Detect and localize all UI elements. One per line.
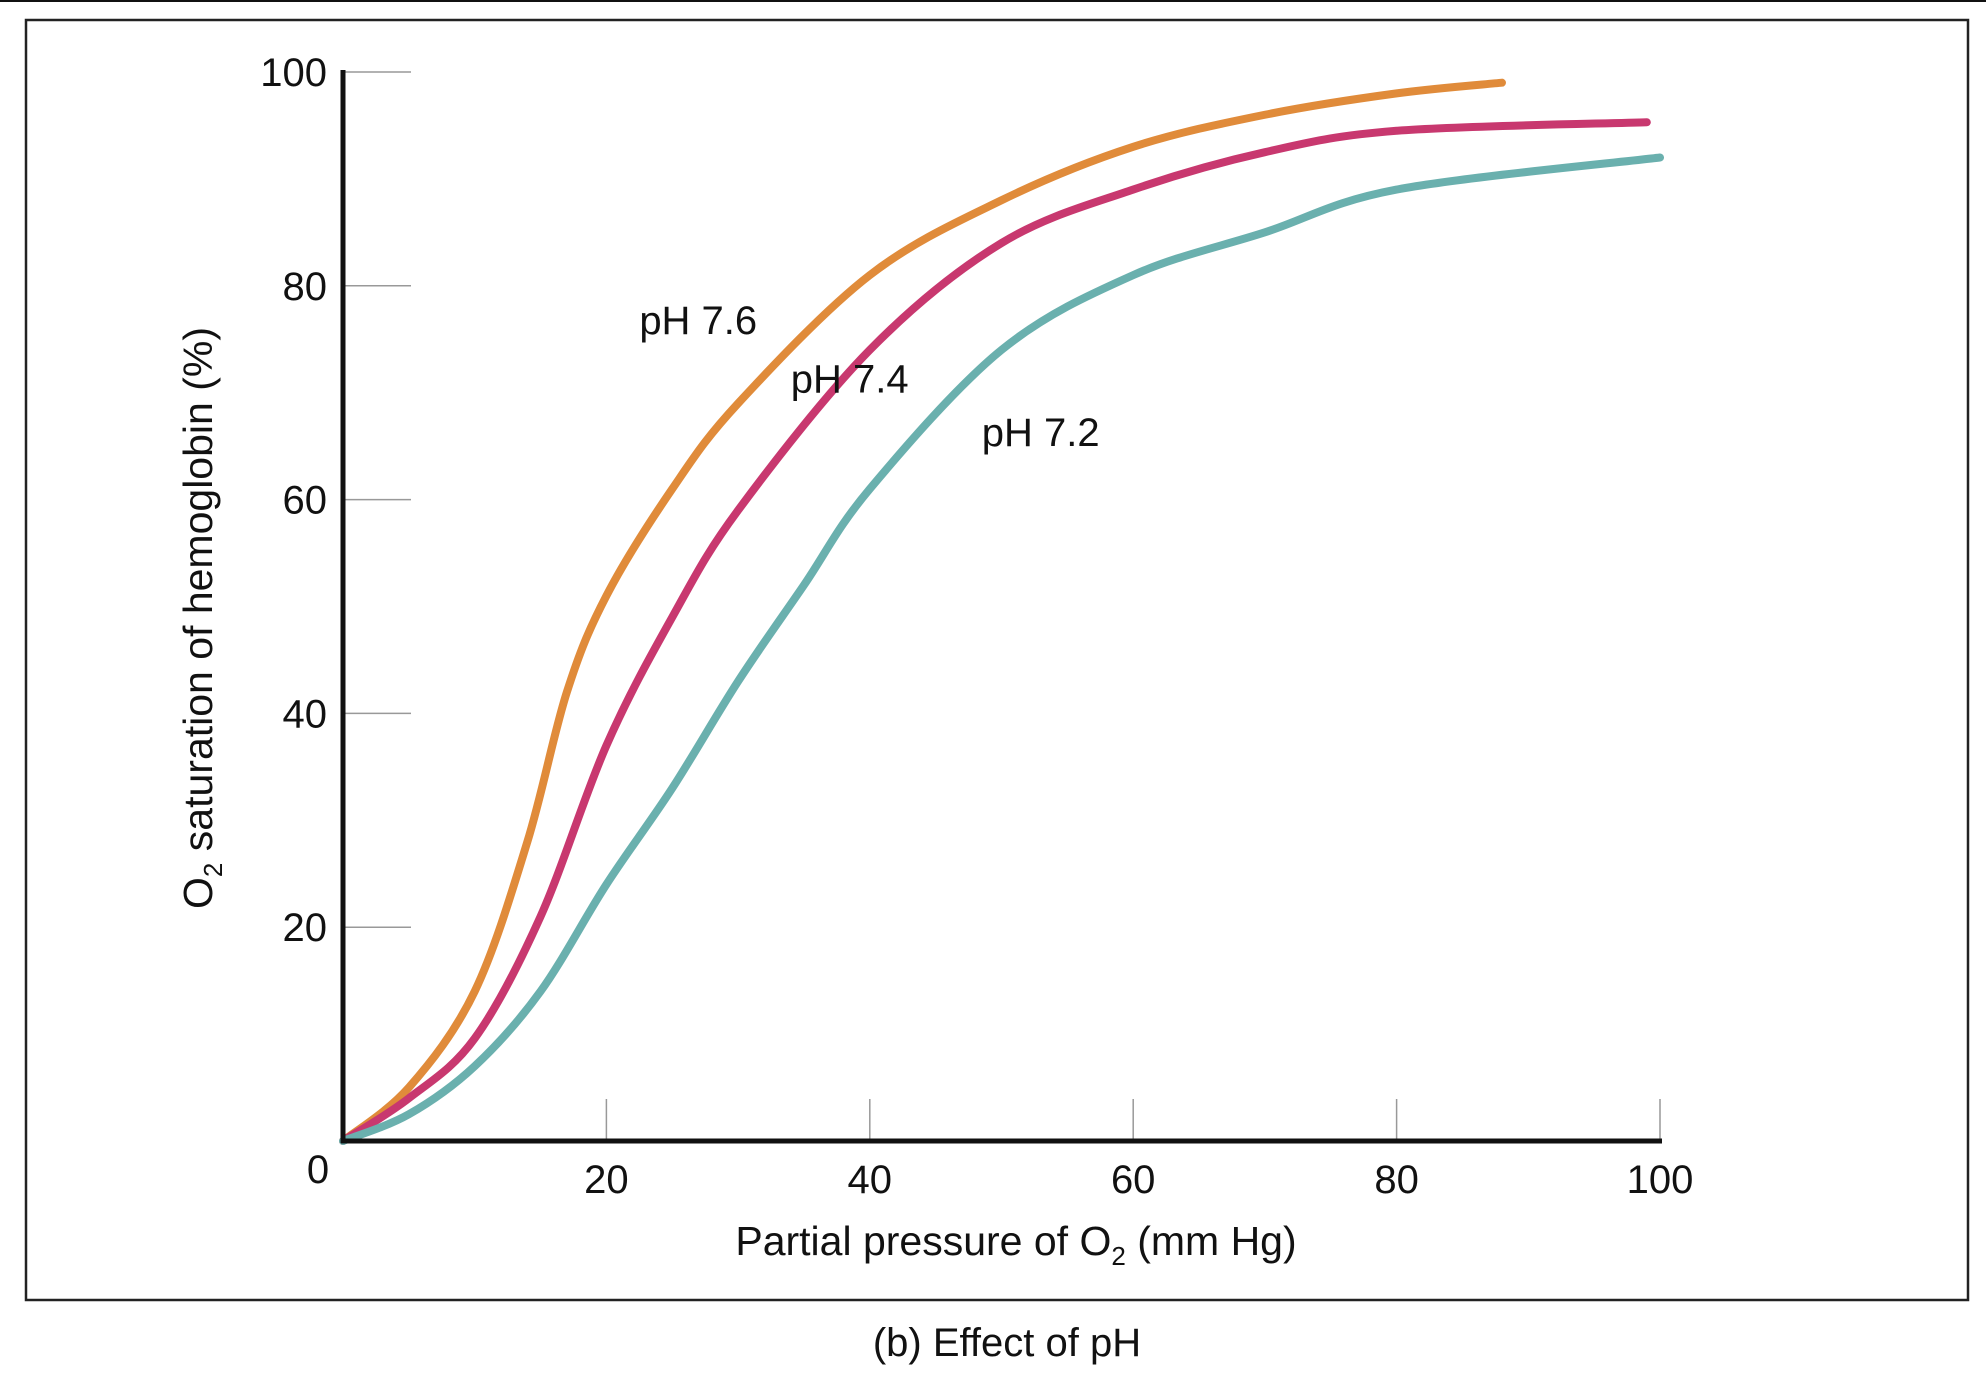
x-tick-label: 60 — [1111, 1158, 1156, 1202]
series-line-ph-7-2 — [339, 153, 1664, 1145]
x-axis-label: Partial pressure of O2 (mm Hg) — [735, 1218, 1296, 1271]
y-tick-label: 40 — [283, 692, 328, 736]
series-line-ph-7-6 — [339, 78, 1506, 1145]
y-tick-label: 20 — [283, 906, 328, 950]
y-tick-label: 60 — [283, 479, 328, 523]
series-label: pH 7.4 — [791, 358, 909, 402]
origin-label: 0 — [307, 1148, 329, 1192]
x-tick-label: 40 — [848, 1158, 893, 1202]
y-axis-label: O2 saturation of hemoglobin (%) — [175, 327, 228, 909]
chart-caption: (b) Effect of pH — [873, 1321, 1141, 1365]
series-line-ph-7-4 — [339, 118, 1651, 1145]
chart-frame — [24, 18, 1970, 1302]
y-tick-label: 100 — [260, 51, 327, 95]
x-tick-label: 20 — [584, 1158, 629, 1202]
series-label: pH 7.6 — [639, 299, 757, 343]
x-tick-label: 100 — [1627, 1158, 1694, 1202]
x-tick-label: 80 — [1374, 1158, 1419, 1202]
series-label: pH 7.2 — [982, 411, 1100, 455]
y-tick-label: 80 — [283, 265, 328, 309]
